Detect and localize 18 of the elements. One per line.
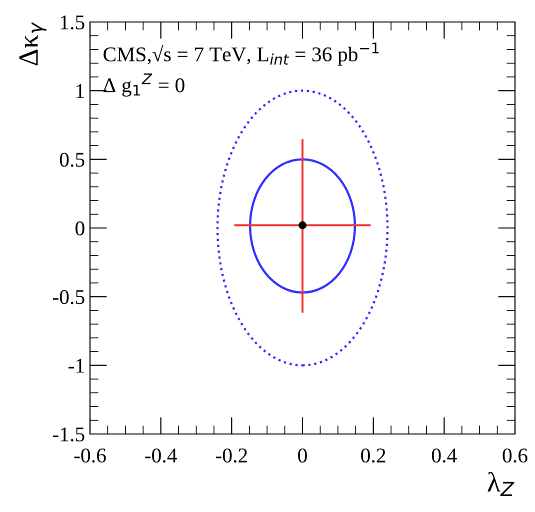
annotation: Δ g$_{1}$$^{Z}$ = 0: [104, 74, 184, 97]
x-tick-label: 0.4: [432, 448, 457, 463]
x-axis-title: λ$_{Z}$: [488, 472, 514, 496]
y-tick-label: 0: [76, 221, 84, 236]
y-tick-label: -1: [68, 358, 84, 373]
x-tick-label: -0.6: [74, 448, 106, 463]
annotation: CMS,√s = 7 TeV, L$_{int}$ = 36 pb$^{−1}$: [104, 42, 379, 66]
x-tick-label: -0.2: [216, 448, 248, 463]
y-tick-label: 1.5: [60, 15, 84, 30]
y-tick-label: 1: [76, 84, 84, 98]
x-tick-label: 0.2: [361, 448, 386, 463]
y-axis-title: Δκ$_{γ}$: [19, 22, 46, 66]
y-tick-label: -0.5: [52, 290, 84, 304]
y-tick-label: -1.5: [52, 427, 84, 442]
y-tick-label: 0.5: [60, 152, 84, 167]
x-tick-label: 0.6: [502, 448, 528, 463]
x-tick-label: -0.4: [145, 448, 177, 463]
x-tick-label: 0: [298, 448, 307, 463]
